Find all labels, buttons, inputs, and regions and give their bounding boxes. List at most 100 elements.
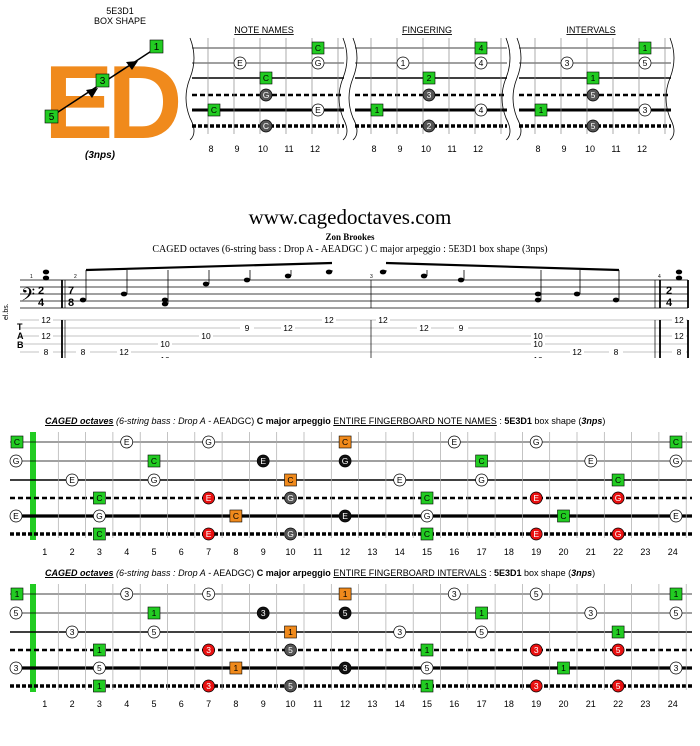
tab-bg xyxy=(158,355,172,358)
fb-note xyxy=(529,527,543,541)
mini-note-label: 4 xyxy=(479,43,484,53)
fb-note xyxy=(338,587,352,601)
fb-fret-number: 8 xyxy=(233,547,238,557)
fb-note-label: E xyxy=(451,437,457,447)
mini-note-label: G xyxy=(263,90,270,100)
fb-note-label: G xyxy=(287,529,294,539)
staff-note xyxy=(284,273,292,279)
fb-note-label: G xyxy=(151,475,158,485)
tab-number: 12 xyxy=(674,331,684,341)
fb-fret-number: 8 xyxy=(233,699,238,709)
fb-note-label: C xyxy=(14,437,20,447)
fb-fret-number: 12 xyxy=(340,547,350,557)
fb-note-label: 5 xyxy=(674,608,679,618)
fb-note xyxy=(475,473,488,487)
fb-note xyxy=(284,473,297,487)
tab-bg xyxy=(322,315,336,324)
fb-note-label: 1 xyxy=(343,589,348,599)
fb-note xyxy=(338,509,352,523)
fb-note xyxy=(611,625,625,639)
fb-note xyxy=(529,435,543,449)
tab-number: 10 xyxy=(160,339,170,349)
fb-note xyxy=(93,679,106,693)
staff-label: el.bs. xyxy=(3,303,10,320)
fb-note xyxy=(475,625,488,639)
fb-note xyxy=(611,643,625,657)
fb-note xyxy=(256,606,270,620)
mini-note-label: 1 xyxy=(591,73,596,83)
mini-note xyxy=(259,119,273,133)
mini-note-label: C xyxy=(263,73,269,83)
fb-note xyxy=(669,661,683,675)
fb-note xyxy=(338,435,352,449)
fb-note xyxy=(93,661,106,675)
mini-left-border xyxy=(185,37,195,141)
fb-note-label: G xyxy=(342,456,349,466)
fb-note-label: C xyxy=(96,493,102,503)
fb-note-label: G xyxy=(533,437,540,447)
fb-note xyxy=(584,454,598,468)
time-sig-mid-bottom: 8 xyxy=(68,297,74,309)
shape-nps: (3nps) xyxy=(85,150,115,161)
mini-note-label: 3 xyxy=(643,105,648,115)
fb-fret-number: 20 xyxy=(558,699,568,709)
fb-note-label: 1 xyxy=(561,663,566,673)
fb-note-label: 3 xyxy=(261,608,266,618)
fb-fret-number: 15 xyxy=(422,547,432,557)
tab-bg xyxy=(531,339,545,348)
fb-note xyxy=(420,643,434,657)
fb-note-label: 5 xyxy=(343,608,348,618)
mini-right-border xyxy=(665,37,675,141)
fb-fret-number: 1 xyxy=(42,547,47,557)
fb-note-label: 1 xyxy=(97,681,102,691)
mini-note xyxy=(233,56,247,70)
fb1-title: CAGED octaves (6-string bass : Drop A - … xyxy=(45,416,606,426)
mini-note xyxy=(586,71,600,85)
fb-note xyxy=(557,509,570,523)
bass-clef: 𝄢 xyxy=(21,284,35,309)
fb-note-label: G xyxy=(615,529,622,539)
fb-note xyxy=(93,509,106,523)
fb-fret-number: 14 xyxy=(395,699,405,709)
mini-note xyxy=(422,71,436,85)
fb-note-label: 5 xyxy=(152,627,157,637)
fb-note xyxy=(420,661,434,675)
fb-note-label: E xyxy=(206,529,212,539)
fb-fret-number: 15 xyxy=(422,699,432,709)
tab-bg xyxy=(199,331,213,340)
mini-note xyxy=(560,56,574,70)
fb-note-label: 5 xyxy=(479,627,484,637)
fb-note-label: 3 xyxy=(588,608,593,618)
fb-note xyxy=(447,587,461,601)
fb-note-label: 3 xyxy=(124,589,129,599)
fb-fret-number: 5 xyxy=(151,547,156,557)
tab-number: 9 xyxy=(245,323,250,333)
tab-bg xyxy=(39,331,53,340)
fb-note xyxy=(202,491,215,505)
fb-note xyxy=(669,454,683,468)
tab-number: 12 xyxy=(674,315,684,325)
fb-note-label: 1 xyxy=(288,627,293,637)
staff-note xyxy=(420,273,428,279)
fb-note xyxy=(529,491,543,505)
tab-bg xyxy=(531,331,545,340)
beam xyxy=(385,261,620,272)
author: Zon Brookes xyxy=(325,232,375,242)
fb-note-label: 3 xyxy=(397,627,402,637)
fingerboard-intervals: 1 2 3 4 5 6 7 8 9 10 11 12 13 14 15 16 17 18 19 20 21 22 23 241… xyxy=(9,584,692,709)
tab-number: 8 xyxy=(81,347,86,357)
fb-note-label: G xyxy=(205,437,212,447)
staff-note xyxy=(612,297,620,303)
fb-note xyxy=(475,454,488,468)
mini-fret-number: 9 xyxy=(234,144,239,154)
fb-note-label: 5 xyxy=(288,681,293,691)
tab-letter: T xyxy=(17,322,23,332)
fb-fret-number: 3 xyxy=(97,547,102,557)
fb-note xyxy=(120,587,134,601)
fb-note-label: G xyxy=(96,511,103,521)
mini-fret-number: 10 xyxy=(258,144,268,154)
fb-note xyxy=(338,661,352,675)
